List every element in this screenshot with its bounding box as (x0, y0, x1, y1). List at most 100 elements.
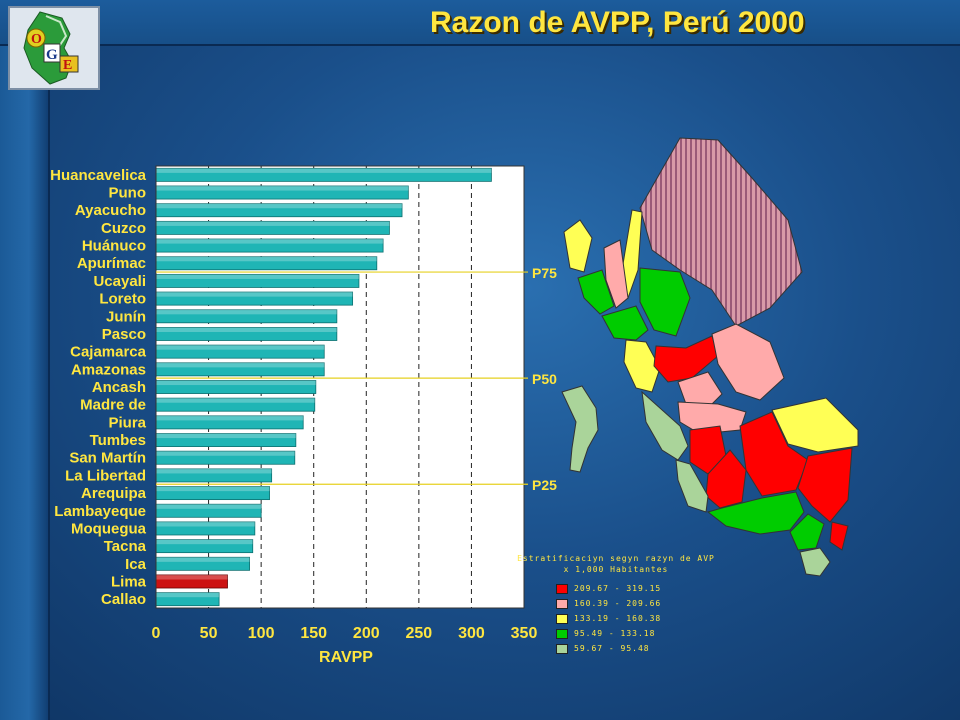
bar-shine (156, 345, 325, 350)
category-label: Pasco (102, 326, 146, 343)
region-pasco (677, 371, 723, 407)
region-lima (641, 390, 689, 461)
percentile-label: P75 (532, 265, 557, 281)
legend-item: 133.19 - 160.38 (556, 611, 716, 626)
category-label: Amazonas (71, 361, 146, 378)
percentile-label: P50 (532, 371, 557, 387)
legend-item: 209.67 - 319.15 (556, 581, 716, 596)
x-axis-label: RAVPP (319, 649, 373, 666)
category-label: Moquegua (71, 520, 147, 537)
region-arequipa (706, 491, 805, 535)
category-label: Cajamarca (70, 344, 147, 361)
region-madre-de-dios (771, 397, 859, 453)
category-label: Piura (108, 414, 146, 431)
bar-shine (156, 415, 304, 421)
bar-shine (156, 398, 315, 403)
x-tick-label: 250 (406, 625, 433, 642)
bar-shine (156, 574, 228, 580)
category-label: Madre de (80, 397, 146, 414)
bar-shine (156, 486, 270, 492)
category-label: Loreto (99, 291, 146, 308)
region-loreto (639, 137, 803, 327)
oge-logo-graphic: O G E (23, 11, 79, 85)
legend-label: 133.19 - 160.38 (574, 614, 662, 623)
legend-item: 95.49 - 133.18 (556, 626, 716, 641)
x-tick-label: 150 (300, 625, 327, 642)
category-label: Tacna (104, 538, 147, 555)
region-puno-south (829, 521, 849, 551)
category-label: Ayacucho (75, 202, 146, 219)
peru-choropleth-map (561, 137, 859, 577)
region-moquegua (789, 513, 825, 551)
region-ica (675, 459, 709, 513)
legend-item: 59.67 - 95.48 (556, 641, 716, 656)
bar-shine (156, 203, 403, 209)
map-legend: Estratificaciyn segyn razyn de AVP x 1,0… (516, 553, 716, 656)
plot-border (155, 165, 525, 609)
percentile-label: P25 (532, 477, 557, 493)
legend-label: 95.49 - 133.18 (574, 629, 656, 638)
svg-text:O: O (31, 32, 42, 47)
legend-title-line1: Estratificaciyn segyn razyn de AVP (517, 554, 715, 563)
bar-shine (156, 185, 409, 191)
category-label: Lima (111, 573, 147, 590)
legend-swatch (556, 598, 568, 609)
svg-text:G: G (46, 47, 58, 63)
region-piura (577, 269, 615, 315)
legend-swatch (556, 613, 568, 624)
category-label: San Martín (69, 450, 146, 467)
bar-shine (156, 256, 377, 262)
bar-shine (156, 309, 337, 315)
bar-shine (156, 521, 255, 527)
page-title: Razon de AVPP, Perú 2000 (430, 6, 805, 39)
region-huanuco (653, 335, 719, 383)
legend-title-line2: x 1,000 Habitantes (563, 565, 669, 574)
bar-shine (156, 592, 220, 598)
bar-shine (156, 468, 272, 474)
bar-shine (156, 168, 492, 173)
legend-label: 160.39 - 209.66 (574, 599, 662, 608)
bar-shine (156, 504, 262, 509)
region-la-libertad (601, 305, 649, 341)
legend-label: 59.67 - 95.48 (574, 644, 650, 653)
category-label: Ica (125, 556, 147, 573)
category-label: Arequipa (81, 485, 147, 502)
x-tick-label: 350 (511, 625, 538, 642)
x-tick-label: 200 (353, 625, 380, 642)
category-label: Junín (106, 308, 146, 325)
x-tick-label: 100 (248, 625, 275, 642)
legend-items: 209.67 - 319.15 160.39 - 209.66 133.19 - 1… (556, 581, 716, 656)
oge-logo: O G E (8, 6, 100, 90)
legend-swatch (556, 628, 568, 639)
region-san-martin (639, 267, 691, 337)
region-ancash (623, 339, 661, 393)
bar-shine (156, 433, 296, 439)
legend-swatch (556, 583, 568, 594)
category-label: La Libertad (65, 467, 146, 484)
x-tick-label: 0 (152, 625, 161, 642)
region-junin (677, 401, 747, 435)
region-tumbes (563, 219, 593, 273)
region-tacna (799, 547, 831, 577)
bar-shine (156, 239, 384, 244)
category-label: Apurímac (77, 255, 146, 272)
legend-item: 160.39 - 209.66 (556, 596, 716, 611)
bar-shine (156, 221, 390, 226)
bar-shine (156, 327, 337, 332)
legend-swatch (556, 643, 568, 654)
region-cajamarca (603, 239, 629, 309)
category-label: Puno (109, 185, 147, 202)
category-label: Ucayali (93, 273, 146, 290)
bar-shine (156, 362, 325, 368)
left-decor-strip (0, 0, 50, 720)
legend-label: 209.67 - 319.15 (574, 584, 662, 593)
x-tick-label: 50 (200, 625, 218, 642)
category-label: Huancavelica (50, 167, 147, 184)
bar-shine (156, 380, 316, 386)
region-puno (797, 447, 853, 523)
svg-text:E: E (63, 58, 72, 73)
region-ucayali (711, 323, 785, 401)
category-label: Tumbes (90, 432, 146, 449)
bar-shine (156, 539, 253, 545)
